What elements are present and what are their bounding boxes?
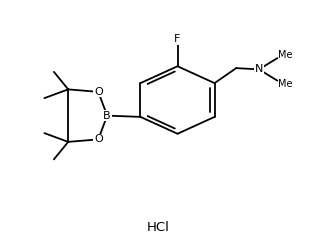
Text: Me: Me	[278, 50, 293, 60]
Text: HCl: HCl	[147, 221, 170, 234]
Text: N: N	[255, 64, 263, 74]
Text: B: B	[103, 110, 111, 121]
Text: O: O	[94, 87, 103, 97]
Text: O: O	[94, 134, 103, 144]
Text: Me: Me	[278, 78, 293, 89]
Text: F: F	[174, 34, 181, 44]
